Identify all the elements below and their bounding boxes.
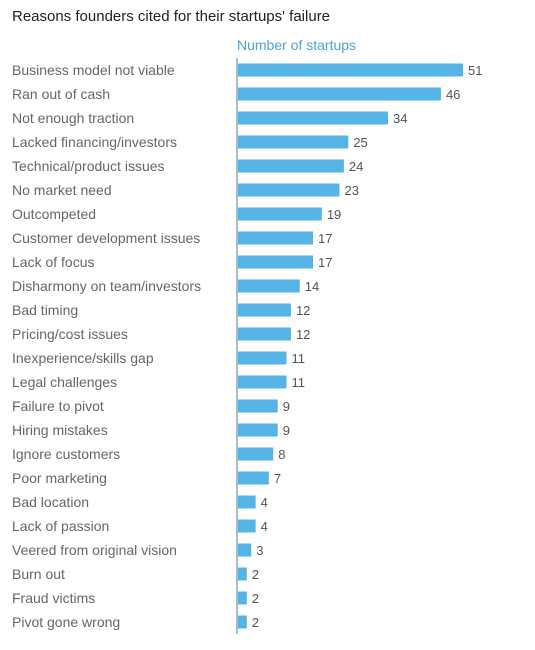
- value-label: 25: [353, 135, 367, 150]
- category-label: Failure to pivot: [12, 398, 104, 414]
- category-label: Veered from original vision: [12, 542, 177, 558]
- category-label: Poor marketing: [12, 470, 107, 486]
- bar: [238, 567, 247, 581]
- value-label: 14: [305, 279, 319, 294]
- bar: [238, 183, 340, 197]
- category-label: Disharmony on team/investors: [12, 278, 201, 294]
- category-label: Ignore customers: [12, 446, 120, 462]
- category-label: Hiring mistakes: [12, 422, 108, 438]
- category-label: Legal challenges: [12, 374, 117, 390]
- bar: [238, 255, 313, 269]
- bar: [238, 615, 247, 629]
- bar: [238, 231, 313, 245]
- value-label: 51: [468, 63, 482, 78]
- bar: [238, 399, 278, 413]
- bar: [238, 63, 463, 77]
- value-label: 17: [318, 231, 332, 246]
- category-label: Fraud victims: [12, 590, 95, 606]
- bar: [238, 591, 247, 605]
- value-label: 3: [256, 543, 263, 558]
- category-label: Customer development issues: [12, 230, 200, 246]
- category-label: Lack of passion: [12, 518, 109, 534]
- bar: [238, 351, 287, 365]
- value-label: 46: [446, 87, 460, 102]
- chart-title: Reasons founders cited for their startup…: [12, 8, 331, 25]
- value-label: 34: [393, 111, 407, 126]
- bar: [238, 111, 388, 125]
- category-label: Not enough traction: [12, 110, 134, 126]
- category-label: Bad timing: [12, 302, 78, 318]
- category-label: Ran out of cash: [12, 86, 110, 102]
- category-label: Bad location: [12, 494, 89, 510]
- bar: [238, 471, 269, 485]
- category-label: Lack of focus: [12, 254, 95, 270]
- bar: [238, 303, 291, 317]
- bar: [238, 159, 344, 173]
- category-label: Outcompeted: [12, 206, 96, 222]
- category-label: Pivot gone wrong: [12, 614, 120, 630]
- bar: [238, 327, 291, 341]
- value-label: 12: [296, 303, 310, 318]
- category-label: Burn out: [12, 566, 65, 582]
- value-label: 2: [252, 567, 259, 582]
- value-label: 2: [252, 615, 259, 630]
- value-label: 4: [261, 519, 268, 534]
- value-label: 4: [261, 495, 268, 510]
- category-label: Inexperience/skills gap: [12, 350, 154, 366]
- category-label: Lacked financing/investors: [12, 134, 177, 150]
- value-label: 12: [296, 327, 310, 342]
- bar: [238, 135, 349, 149]
- bar: [238, 519, 256, 533]
- value-label: 7: [274, 471, 281, 486]
- category-label: Technical/product issues: [12, 158, 165, 174]
- value-label: 17: [318, 255, 332, 270]
- bar: [238, 87, 441, 101]
- value-label: 2: [252, 591, 259, 606]
- value-label: 24: [349, 159, 363, 174]
- bar: [238, 375, 287, 389]
- value-label: 11: [292, 351, 306, 366]
- value-label: 8: [278, 447, 285, 462]
- bar: [238, 447, 274, 461]
- bar: [238, 279, 300, 293]
- bar: [238, 423, 278, 437]
- bar: [238, 207, 322, 221]
- bar: [238, 495, 256, 509]
- value-label: 11: [292, 375, 306, 390]
- bar: [238, 543, 252, 557]
- value-label: 9: [283, 423, 290, 438]
- value-label: 23: [344, 183, 358, 198]
- category-label: Business model not viable: [12, 62, 175, 78]
- value-label: 19: [327, 207, 341, 222]
- category-label: No market need: [12, 182, 112, 198]
- series-label: Number of startups: [237, 37, 357, 53]
- category-label: Pricing/cost issues: [12, 326, 128, 342]
- value-label: 9: [283, 399, 290, 414]
